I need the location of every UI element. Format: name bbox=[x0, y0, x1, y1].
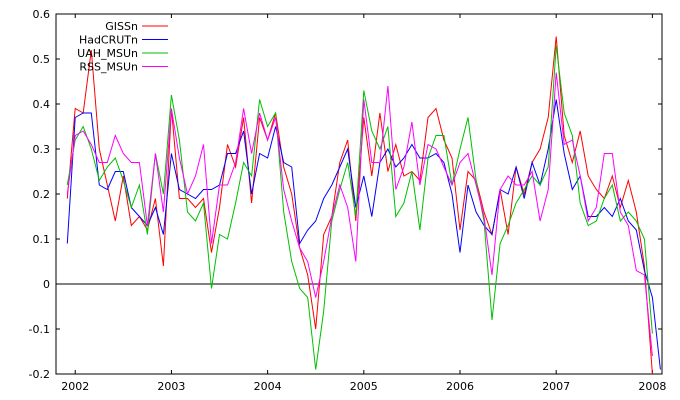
series-line-rss-msun bbox=[66, 72, 653, 357]
series-line-hadcrutn bbox=[66, 99, 661, 370]
y-tick-label: 0.3 bbox=[33, 143, 51, 156]
x-tick-label: 2003 bbox=[157, 380, 185, 393]
y-tick-label: 0.6 bbox=[33, 8, 51, 21]
y-tick-label: 0.1 bbox=[33, 233, 51, 246]
y-tick-label: 0.2 bbox=[33, 188, 51, 201]
series-line-uah-msun bbox=[66, 45, 653, 370]
legend-label: UAH_MSUn bbox=[77, 47, 138, 60]
y-tick-label: -0.2 bbox=[29, 368, 50, 381]
y-tick-label: 0.5 bbox=[33, 53, 51, 66]
x-tick-label: 2002 bbox=[61, 380, 89, 393]
x-tick-label: 2007 bbox=[542, 380, 570, 393]
x-axis: 2002 2003 2004 2005 2006 2007 2008 bbox=[61, 14, 666, 393]
series-group bbox=[66, 36, 661, 375]
legend-label: HadCRUTn bbox=[79, 34, 138, 47]
series-line-gissn bbox=[66, 36, 653, 375]
y-axis: -0.2 -0.1 0 0.1 0.2 0.3 0.4 0.5 0.6 bbox=[29, 8, 662, 381]
y-tick-label: 0.4 bbox=[33, 98, 51, 111]
x-tick-label: 2004 bbox=[254, 380, 282, 393]
y-tick-label: 0 bbox=[43, 278, 50, 291]
legend-label: RSS_MSUn bbox=[79, 61, 138, 74]
x-tick-label: 2005 bbox=[350, 380, 378, 393]
x-tick-label: 2006 bbox=[446, 380, 474, 393]
legend-label: GISSn bbox=[105, 20, 138, 33]
x-tick-label: 2008 bbox=[638, 380, 666, 393]
y-tick-label: -0.1 bbox=[29, 323, 50, 336]
